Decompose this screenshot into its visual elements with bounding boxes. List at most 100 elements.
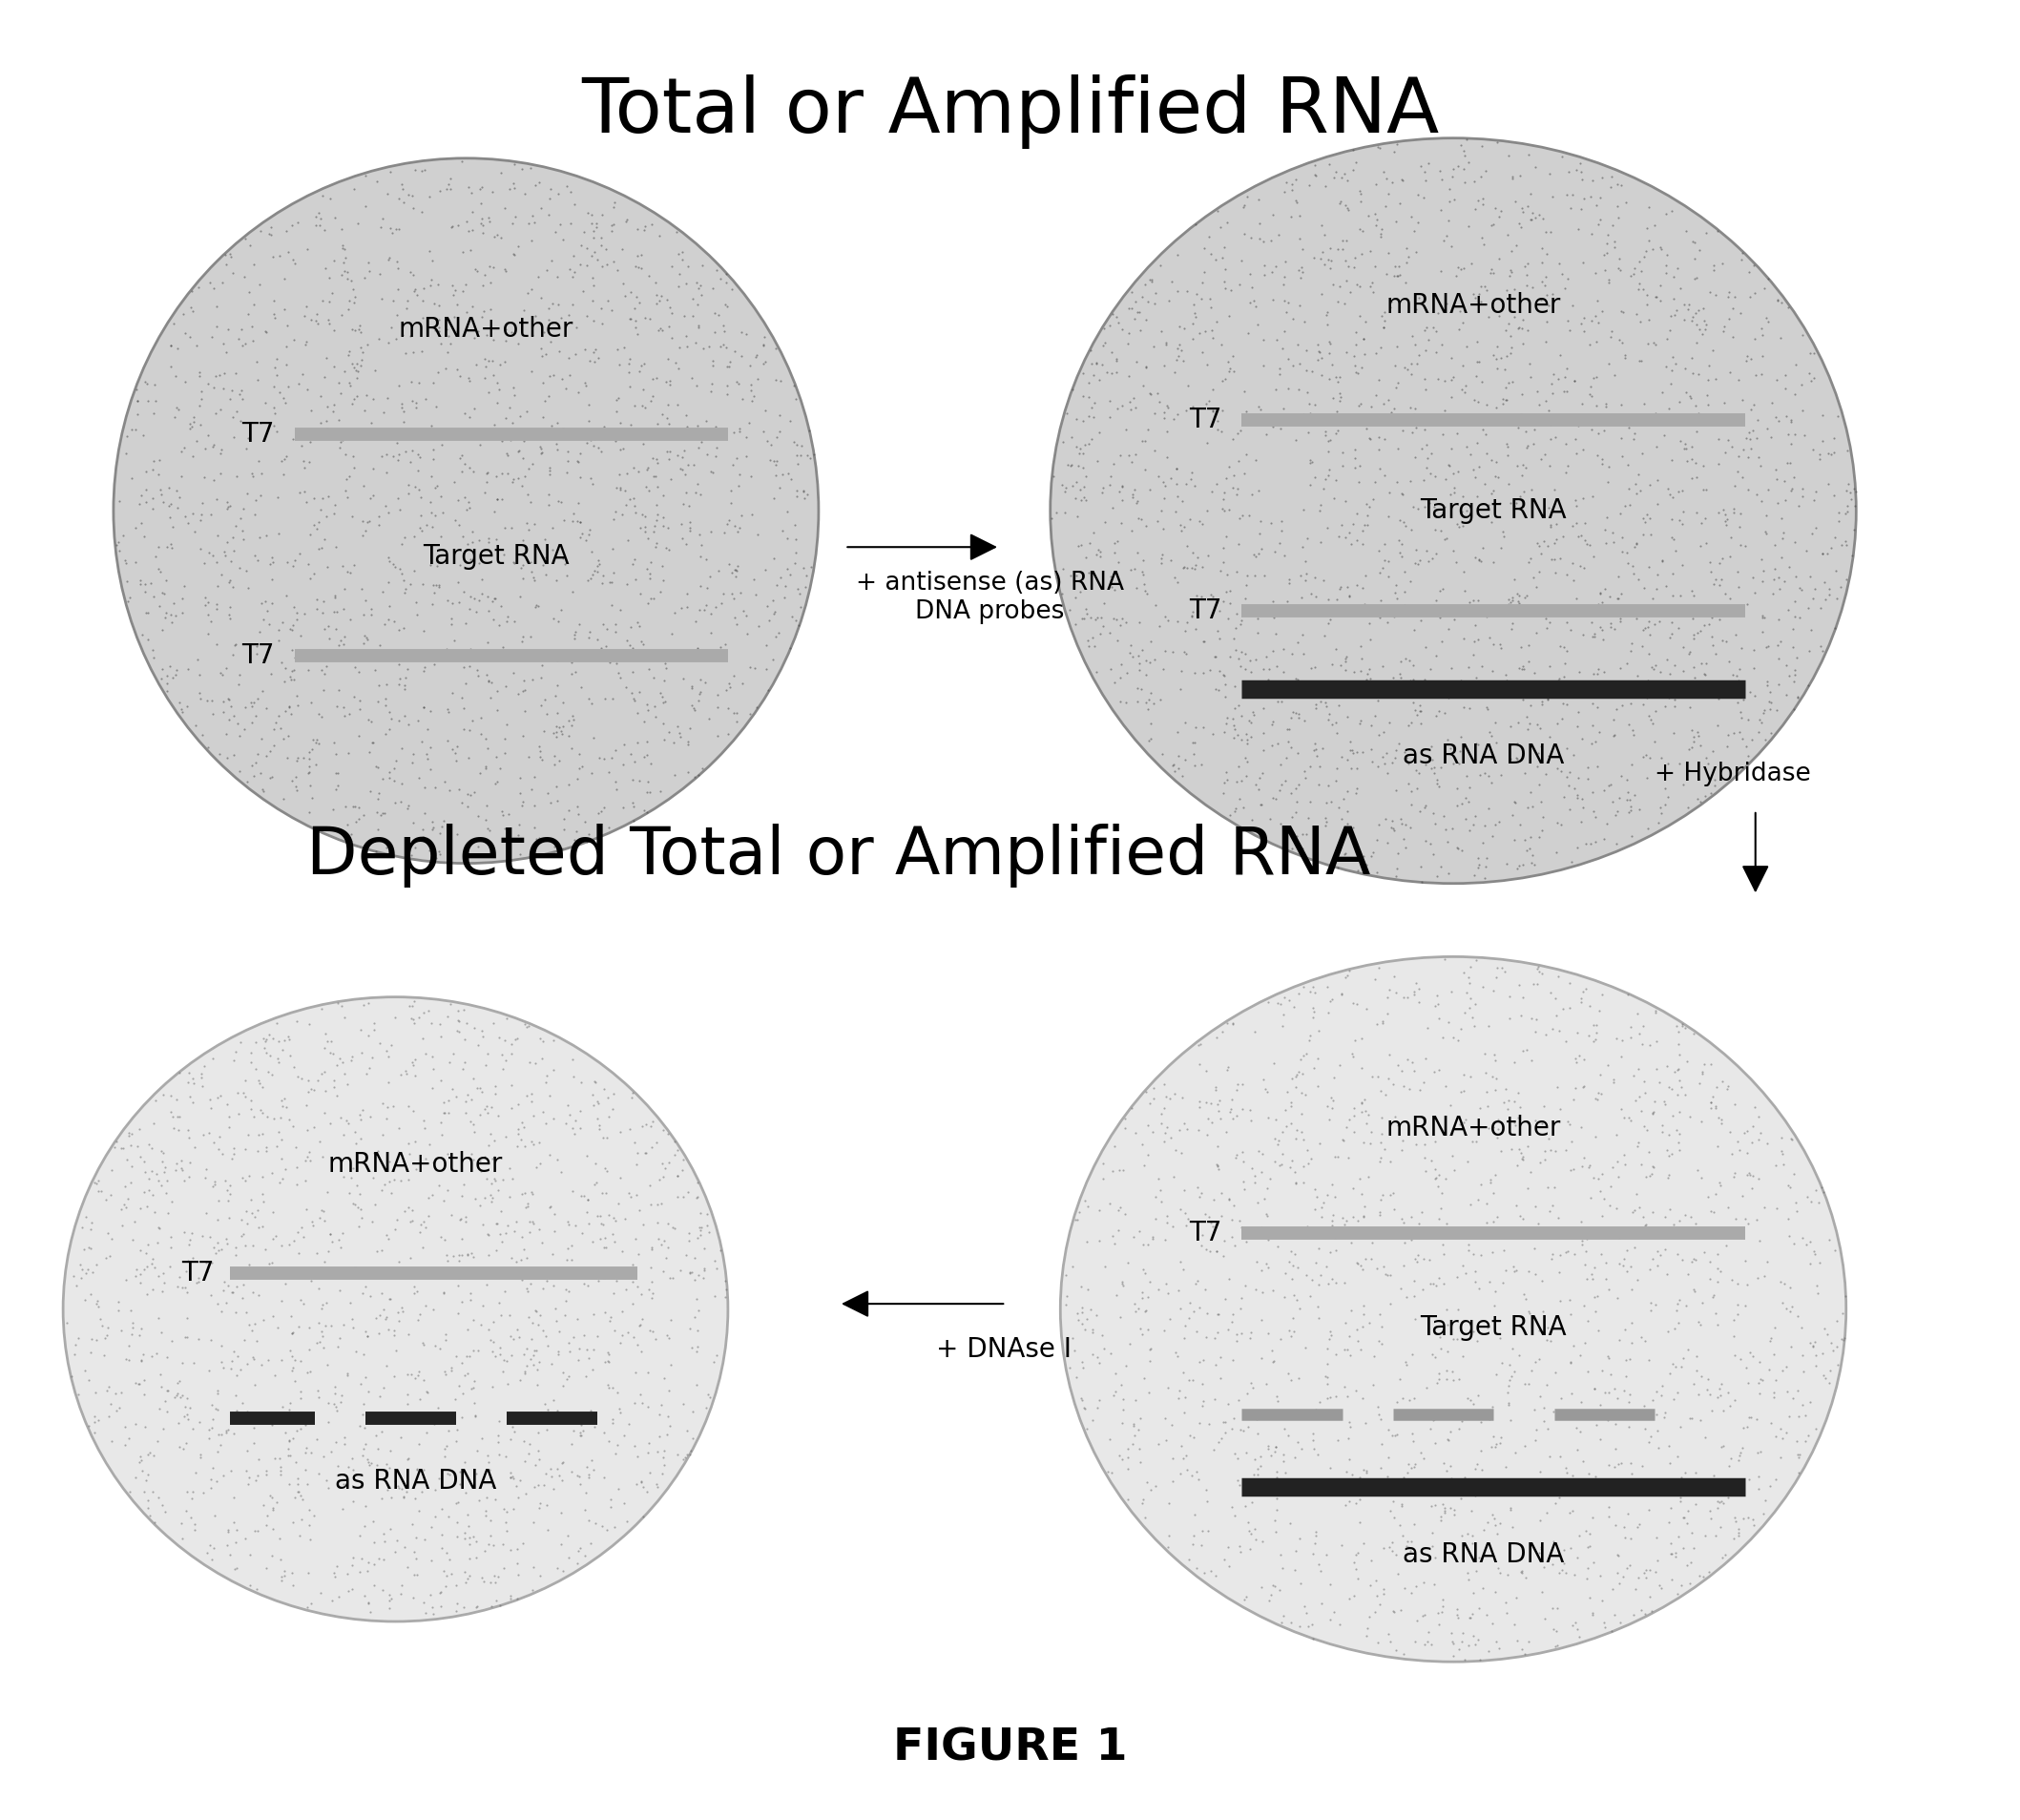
Point	[434, 329, 467, 359]
Point	[1050, 399, 1083, 428]
Point	[1448, 577, 1481, 606]
Point	[515, 548, 547, 577]
Point	[495, 1425, 527, 1454]
Point	[1218, 724, 1250, 753]
Point	[1315, 1210, 1347, 1239]
Point	[259, 393, 291, 422]
Point	[656, 1212, 689, 1241]
Point	[683, 679, 715, 708]
Point	[1386, 1127, 1418, 1156]
Point	[452, 1239, 485, 1269]
Point	[1776, 408, 1808, 437]
Point	[127, 1340, 160, 1369]
Point	[509, 180, 541, 209]
Point	[1735, 435, 1768, 464]
Point	[1398, 1267, 1430, 1296]
Point	[111, 1145, 143, 1174]
Point	[174, 322, 206, 351]
Point	[1337, 136, 1370, 166]
Point	[1353, 237, 1386, 266]
Point	[1497, 164, 1529, 193]
Point	[1289, 1334, 1321, 1363]
Point	[1646, 1110, 1679, 1139]
Point	[277, 1571, 309, 1600]
Point	[626, 351, 659, 380]
Point	[1196, 375, 1228, 404]
Point	[329, 440, 362, 470]
Point	[1178, 391, 1210, 420]
Point	[535, 411, 568, 440]
Point	[271, 331, 303, 360]
Point	[594, 814, 626, 843]
Point	[705, 331, 737, 360]
Point	[497, 1461, 529, 1491]
Point	[1414, 1269, 1446, 1298]
Point	[1598, 233, 1630, 262]
Point	[630, 797, 663, 826]
Point	[503, 402, 535, 431]
Point	[521, 1471, 553, 1500]
Point	[1705, 1370, 1737, 1400]
Point	[457, 1372, 489, 1401]
Point	[115, 1119, 147, 1148]
Point	[337, 175, 370, 204]
Point	[648, 368, 681, 397]
Point	[291, 550, 323, 579]
Point	[1184, 1292, 1216, 1321]
Point	[1679, 621, 1711, 650]
Point	[1650, 198, 1683, 228]
Point	[1424, 753, 1456, 783]
Point	[1180, 1458, 1212, 1487]
Point	[1210, 757, 1242, 786]
Point	[709, 1281, 741, 1310]
Point	[739, 653, 772, 682]
Point	[1396, 417, 1428, 446]
Point	[1208, 1225, 1240, 1254]
Point	[1246, 1278, 1279, 1307]
Point	[1602, 1401, 1634, 1431]
Point	[1349, 561, 1382, 590]
Point	[1529, 604, 1561, 633]
Point	[1311, 1181, 1343, 1210]
Point	[535, 289, 568, 318]
Point	[1541, 1072, 1574, 1101]
Point	[604, 1329, 636, 1358]
Point	[1452, 588, 1485, 617]
Point	[1133, 1347, 1166, 1376]
Point	[1594, 1192, 1626, 1221]
Point	[1105, 1192, 1137, 1221]
Point	[1602, 1221, 1634, 1250]
Point	[1430, 1294, 1462, 1323]
Point	[1737, 1161, 1770, 1190]
Point	[1475, 479, 1507, 508]
Point	[681, 1285, 713, 1314]
Point	[1543, 1258, 1576, 1287]
Point	[616, 764, 648, 794]
Point	[477, 586, 509, 615]
Point	[1507, 1634, 1539, 1663]
Point	[1428, 814, 1460, 843]
Point	[485, 1301, 517, 1330]
Point	[1570, 675, 1602, 704]
Point	[374, 1285, 406, 1314]
Point	[459, 1014, 491, 1043]
Point	[1333, 1412, 1366, 1441]
Point	[131, 624, 164, 653]
Point	[1380, 743, 1412, 772]
Point	[1265, 1150, 1297, 1179]
Point	[582, 551, 614, 581]
Point	[521, 1336, 553, 1365]
Point	[410, 744, 442, 774]
Point	[238, 1429, 271, 1458]
Point	[481, 220, 513, 249]
Point	[1816, 1329, 1848, 1358]
Point	[281, 746, 313, 775]
Point	[329, 242, 362, 271]
Point	[1331, 251, 1364, 280]
Point	[495, 1243, 527, 1272]
Point	[323, 433, 356, 462]
Point	[216, 258, 248, 288]
Point	[305, 1254, 337, 1283]
Point	[123, 1447, 156, 1476]
Point	[1438, 593, 1471, 622]
